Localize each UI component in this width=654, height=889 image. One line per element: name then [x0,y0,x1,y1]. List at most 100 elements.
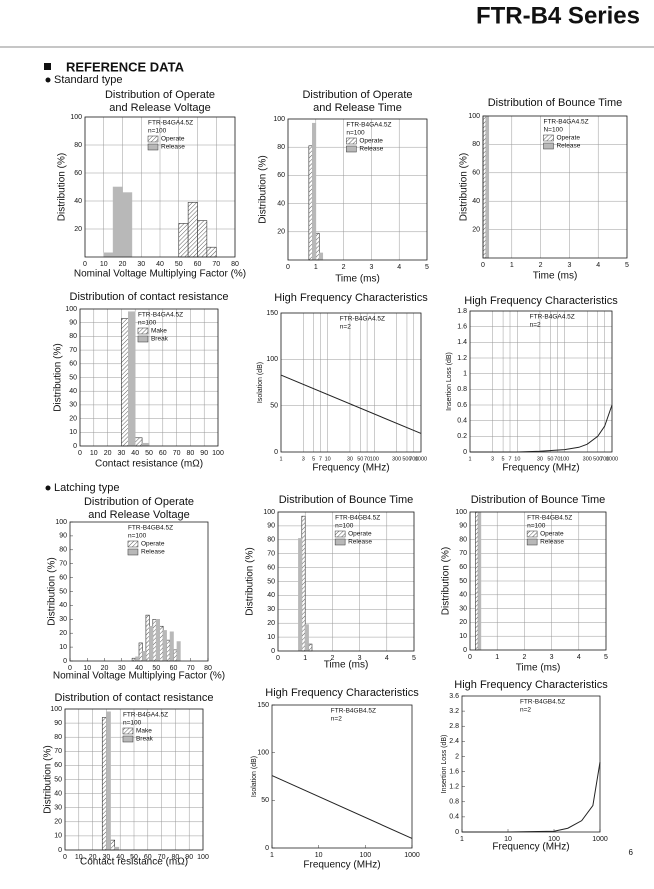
y-tick-label: 80 [472,141,480,148]
y-tick-label: 1.2 [449,784,459,791]
y-tick-label: 0.4 [449,814,459,821]
y-tick-label: 0.8 [449,799,459,806]
y-axis-label: Insertion Loss (dB) [441,735,448,794]
chart-title: High Frequency Characteristics [274,292,428,304]
plot-frame [64,708,204,851]
annotation: n=100 [527,523,546,530]
x-tick-label: 300 [583,456,592,462]
y-tick-label: 20 [472,226,480,233]
y-tick-label: 50 [261,797,269,804]
x-tick-label: 1 [303,655,307,662]
x-tick-label: 1 [279,456,282,462]
y-tick-label: 0 [463,449,467,456]
y-tick-label: 0.4 [457,418,467,425]
plot-frame [461,695,601,833]
y-tick-label: 20 [69,415,77,422]
bar [112,186,123,258]
x-tick-label: 1 [460,836,464,843]
legend-label: Release [540,539,564,546]
chart-title: Distribution of contact resistance [70,291,229,303]
y-tick-label: 50 [54,776,62,783]
legend-label: Make [136,728,152,735]
y-tick-label: 80 [459,536,467,543]
bar [475,511,479,651]
x-tick-label: 2 [330,655,334,662]
legend-swatch [137,327,149,335]
y-tick-label: 0 [274,449,278,456]
y-tick-label: 1.6 [457,324,467,331]
group-bullet [45,485,51,491]
chart-title: High Frequency Characteristics [454,679,608,691]
x-tick-label: 10 [100,261,108,268]
y-tick-label: 80 [69,333,77,340]
y-tick-label: 80 [74,142,82,149]
x-tick-label: 0 [63,854,67,861]
plot-area [281,313,421,452]
x-tick-label: 5 [312,456,315,462]
bar [187,202,198,258]
x-tick-label: 1000 [592,836,608,843]
y-tick-label: 100 [50,706,62,713]
x-tick-label: 50 [357,456,363,462]
x-axis-label: Time (ms) [533,271,578,282]
legend-swatch [543,142,554,150]
bar [122,192,133,258]
x-tick-label: 700 [409,456,418,462]
x-axis-label: Contact resistance (mΩ) [95,459,203,470]
y-tick-label: 50 [459,578,467,585]
x-tick-label: 3 [491,456,494,462]
x-tick-label: 10 [504,836,512,843]
bar [155,618,160,662]
x-tick-label: 50 [152,665,160,672]
y-tick-label: 20 [267,620,275,627]
plot-frame [277,511,415,652]
y-tick-label: 0.6 [457,402,467,409]
x-tick-label: 3 [302,456,305,462]
x-tick-label: 1 [270,852,274,859]
legend-swatch [147,135,159,143]
x-tick-label: 30 [118,665,126,672]
y-tick-label: 40 [59,602,67,609]
x-tick-label: 100 [548,836,560,843]
legend-label: Release [161,144,185,151]
legend-swatch [122,727,134,735]
y-tick-label: 3.6 [449,693,459,700]
x-tick-label: 1000 [606,456,618,462]
y-axis-label: Distribution (%) [245,547,256,615]
y-tick-label: 60 [459,564,467,571]
legend-swatch [127,540,139,548]
x-tick-label: 90 [200,450,208,457]
y-axis-label: Distribution (%) [43,745,54,813]
y-tick-label: 50 [267,578,275,585]
y-tick-label: 2.4 [449,738,459,745]
x-tick-label: 0 [276,655,280,662]
legend-swatch [526,530,538,538]
y-tick-label: 1.2 [457,355,467,362]
x-tick-label: 70 [187,665,195,672]
y-tick-label: 1.6 [449,768,459,775]
bar [477,511,482,651]
x-tick-label: 7 [319,456,322,462]
bar [298,538,303,652]
legend-swatch [526,538,538,546]
y-tick-label: 30 [69,402,77,409]
bar [162,630,167,662]
x-tick-label: 1 [314,264,318,271]
y-tick-label: 100 [273,116,285,123]
x-tick-label: 20 [104,450,112,457]
annotation: n=100 [148,128,167,135]
x-tick-label: 0 [83,261,87,268]
y-tick-label: 2 [455,753,459,760]
bar [206,246,217,258]
legend-label: Operate [359,138,383,145]
x-tick-label: 5 [604,654,608,661]
y-tick-label: 2.8 [449,723,459,730]
y-axis-label: Distribution (%) [459,153,470,221]
bar [131,657,136,662]
bar [121,318,129,447]
x-tick-label: 30 [537,456,543,462]
bar [152,618,157,662]
y-tick-label: 150 [257,702,269,709]
x-tick-label: 100 [560,456,569,462]
y-tick-label: 40 [54,790,62,797]
